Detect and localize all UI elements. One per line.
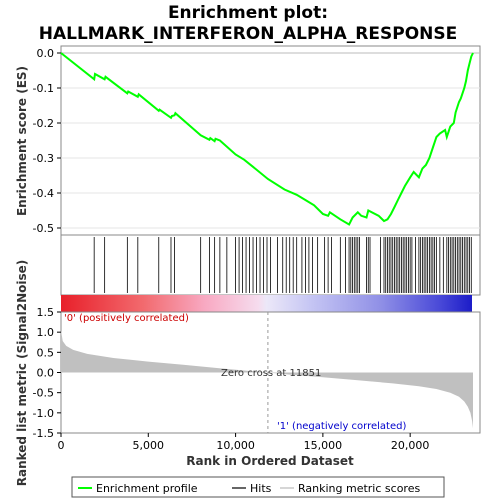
x-tick-label: 15,000	[304, 439, 343, 452]
es-axis-label: Enrichment score (ES)	[15, 66, 29, 216]
x-tick-label: 0	[58, 439, 65, 452]
positive-correlation-label: '0' (positively correlated)	[64, 313, 189, 324]
x-axis-label: Rank in Ordered Dataset	[186, 454, 354, 468]
metric-tick-label: -1.5	[33, 427, 54, 440]
negative-correlation-label: '1' (negatively correlated)	[277, 421, 406, 432]
legend-profile-label: Enrichment profile	[96, 482, 198, 495]
x-tick-label: 10,000	[216, 439, 255, 452]
title-line-2: HALLMARK_INTERFERON_ALPHA_RESPONSE	[39, 24, 458, 44]
metric-tick-label: 0.0	[37, 367, 55, 380]
es-gridlines	[61, 52, 480, 229]
rank-color-bar	[61, 295, 472, 312]
metric-tick-label: 1.5	[37, 306, 55, 319]
legend-hits-label: Hits	[250, 482, 272, 495]
metric-tick-label: -0.5	[33, 387, 54, 400]
es-tick-label: -0.3	[33, 152, 54, 165]
es-tick-label: -0.1	[33, 82, 54, 95]
metric-tick-label: 1.0	[37, 326, 55, 339]
x-tick-label: 20,000	[391, 439, 430, 452]
x-tick-label: 5,000	[133, 439, 165, 452]
metric-tick-label: -1.0	[33, 407, 54, 420]
es-tick-label: -0.5	[33, 222, 54, 235]
legend-box	[71, 476, 445, 498]
metric-axis-label: Ranked list metric (Signal2Noise)	[15, 260, 29, 487]
title-line-1: Enrichment plot:	[168, 3, 328, 23]
enrichment-profile-line	[60, 52, 474, 226]
es-tick-label: -0.4	[33, 187, 54, 200]
metric-tick-label: 0.5	[37, 346, 55, 359]
x-tick-labels: 0 5,000 10,000 15,000 20,000	[58, 433, 430, 452]
es-tick-label: -0.2	[33, 117, 54, 130]
es-tick-label: 0.0	[37, 47, 55, 60]
legend-metric-label: Ranking metric scores	[298, 482, 420, 495]
ranking-metric-area	[61, 330, 473, 429]
zero-cross-label: Zero cross at 11851	[221, 368, 321, 379]
es-panel	[60, 45, 481, 236]
metric-tick-labels: 1.5 1.0 0.5 0.0 -0.5 -1.0 -1.5	[33, 306, 61, 440]
es-tick-labels: 0.0 -0.1 -0.2 -0.3 -0.4 -0.5	[33, 47, 61, 235]
hit-lines	[93, 237, 472, 293]
